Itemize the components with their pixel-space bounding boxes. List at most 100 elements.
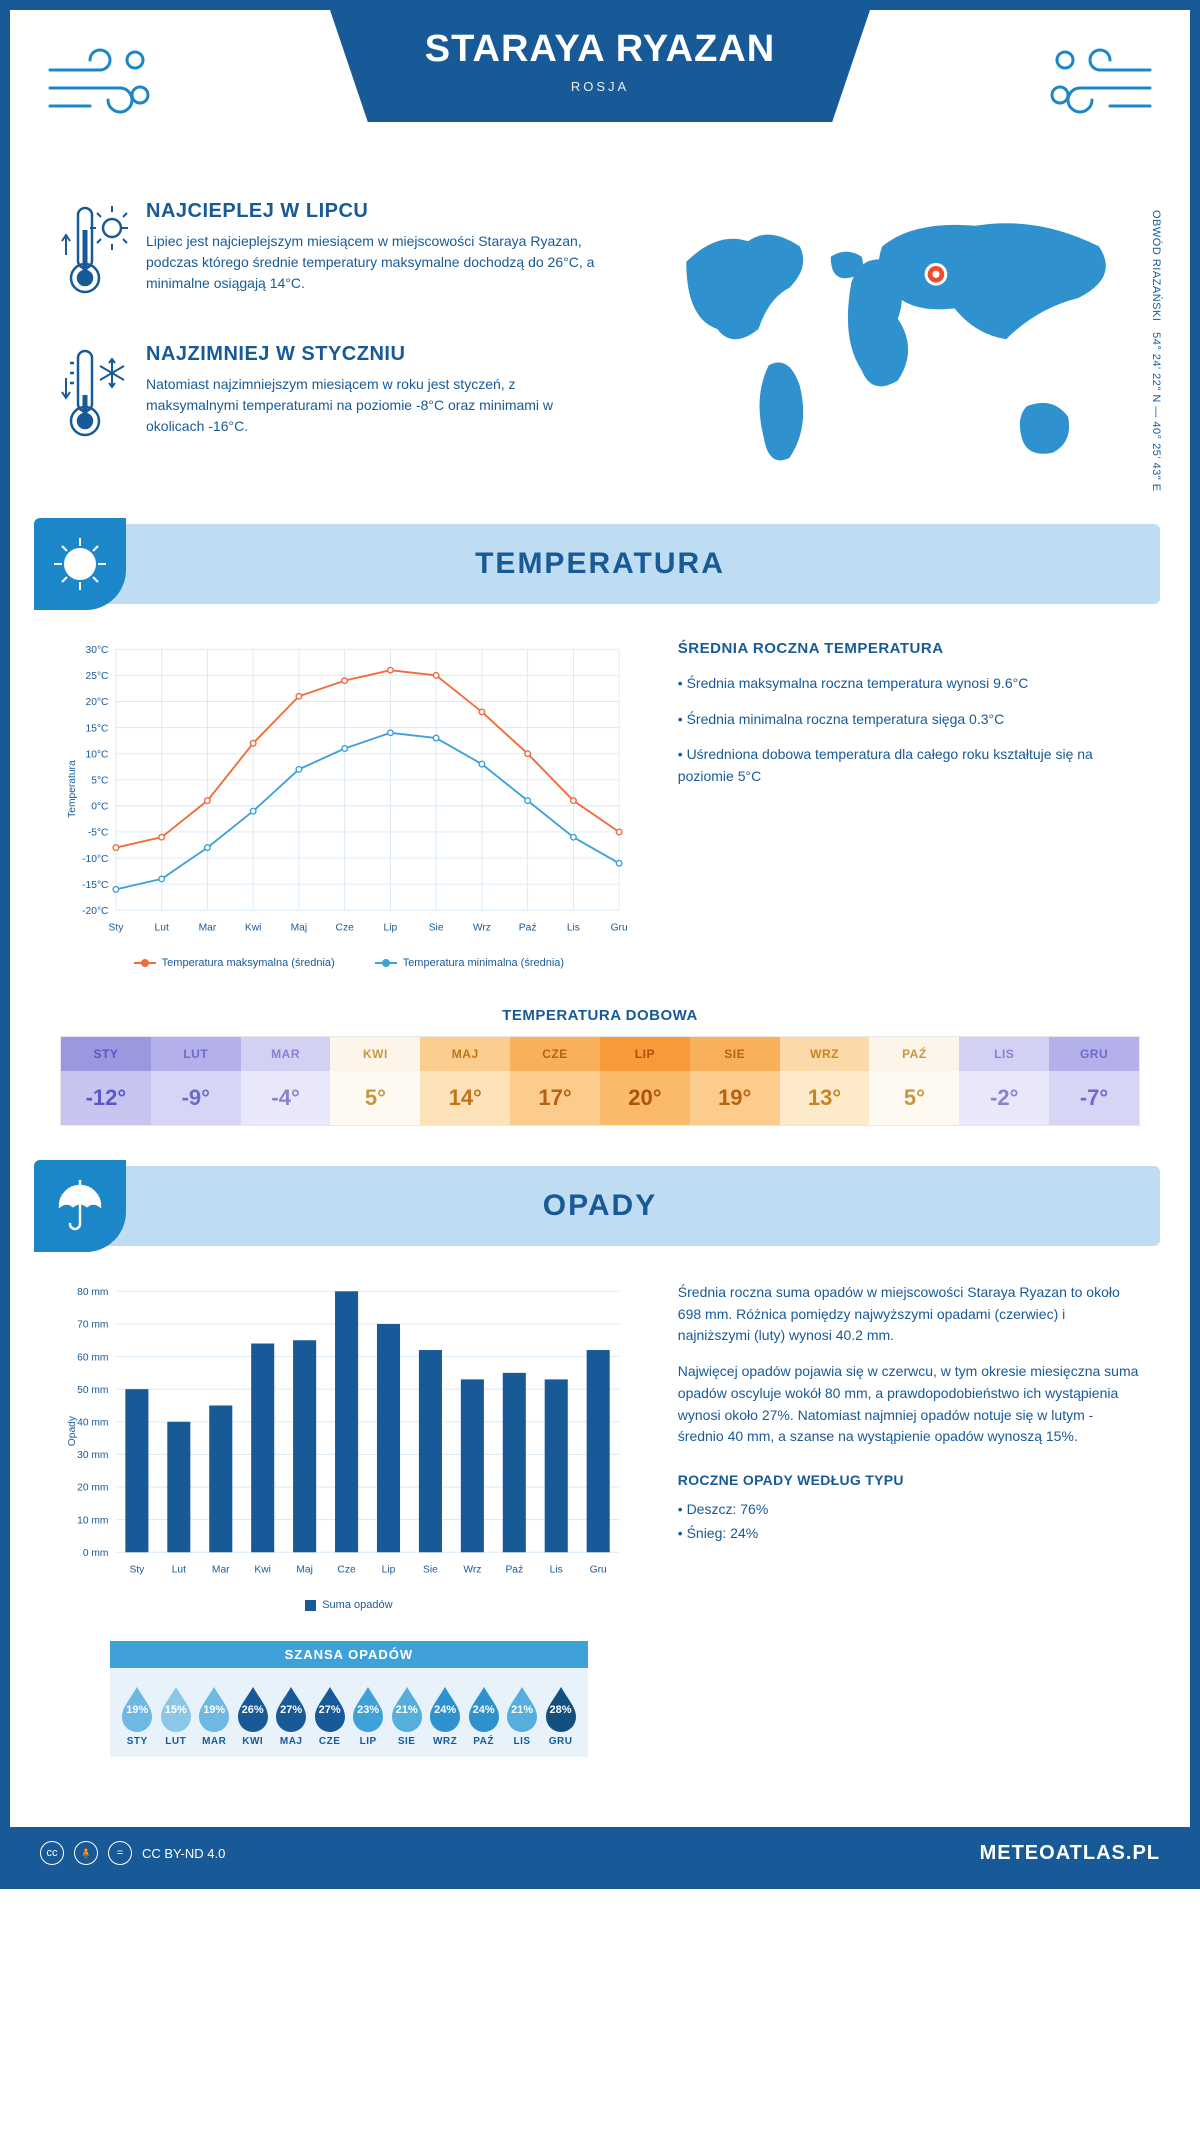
svg-text:Wrz: Wrz xyxy=(463,1565,481,1576)
umbrella-icon xyxy=(34,1160,126,1252)
chance-item: 19% STY xyxy=(118,1684,156,1747)
svg-text:Lip: Lip xyxy=(384,923,398,934)
legend-precip: Suma opadów xyxy=(322,1599,392,1611)
svg-text:30°C: 30°C xyxy=(86,645,110,656)
page: STARAYA RYAZAN ROSJA xyxy=(0,0,1200,1889)
precipitation-chance-table: SZANSA OPADÓW 19% STY 15% LUT 19% MAR 26… xyxy=(110,1641,588,1757)
svg-text:0 mm: 0 mm xyxy=(83,1548,109,1559)
svg-text:25°C: 25°C xyxy=(86,671,110,682)
temp-cell: MAR -4° xyxy=(241,1037,331,1125)
title-banner: STARAYA RYAZAN ROSJA xyxy=(330,10,870,122)
region-label: OBWÓD RIAZAŃSKI xyxy=(1150,210,1162,321)
coldest-title: NAJZIMNIEJ W STYCZNIU xyxy=(146,343,605,366)
svg-text:Sie: Sie xyxy=(423,1565,438,1576)
svg-text:Gru: Gru xyxy=(590,1565,607,1576)
legend-min: Temperatura minimalna (średnia) xyxy=(403,957,564,969)
intro-facts: NAJCIEPLEJ W LIPCU Lipiec jest najcieple… xyxy=(60,200,605,494)
svg-text:Cze: Cze xyxy=(337,1565,356,1576)
temp-cell: MAJ 14° xyxy=(420,1037,510,1125)
chance-item: 23% LIP xyxy=(349,1684,387,1747)
coords-label: 54° 24' 22" N — 40° 25' 43" E xyxy=(1150,332,1162,491)
chance-item: 21% LIS xyxy=(503,1684,541,1747)
cc-icon: cc xyxy=(40,1841,64,1865)
svg-text:20 mm: 20 mm xyxy=(77,1483,108,1494)
svg-text:40 mm: 40 mm xyxy=(77,1418,108,1429)
thermometer-sun-icon xyxy=(60,200,130,315)
svg-text:Lut: Lut xyxy=(172,1565,186,1576)
precipitation-bar-chart: 0 mm10 mm20 mm30 mm40 mm50 mm60 mm70 mm8… xyxy=(60,1282,638,1757)
page-title: STARAYA RYAZAN xyxy=(330,28,870,71)
chance-item: 26% KWI xyxy=(233,1684,271,1747)
svg-text:Lut: Lut xyxy=(155,923,169,934)
temperature-line-chart: -20°C-15°C-10°C-5°C0°C5°C10°C15°C20°C25°… xyxy=(60,640,638,969)
svg-text:-5°C: -5°C xyxy=(88,828,109,839)
svg-text:Gru: Gru xyxy=(611,923,628,934)
svg-text:-15°C: -15°C xyxy=(82,880,109,891)
temp-cell: LIS -2° xyxy=(959,1037,1049,1125)
temperature-banner: TEMPERATURA xyxy=(40,524,1160,604)
temp-cell: STY -12° xyxy=(61,1037,151,1125)
svg-text:Cze: Cze xyxy=(336,923,355,934)
temp-cell: PAŹ 5° xyxy=(869,1037,959,1125)
stats-bullet: • Średnia minimalna roczna temperatura s… xyxy=(678,709,1140,731)
page-subtitle: ROSJA xyxy=(330,79,870,94)
license-block: cc 🧍 = CC BY-ND 4.0 xyxy=(40,1841,225,1865)
precip-para-2: Najwięcej opadów pojawia się w czerwcu, … xyxy=(678,1361,1140,1448)
temp-cell: CZE 17° xyxy=(510,1037,600,1125)
stats-bullet: • Średnia maksymalna roczna temperatura … xyxy=(678,673,1140,695)
daily-temperature-table: STY -12°LUT -9°MAR -4°KWI 5°MAJ 14°CZE 1… xyxy=(60,1036,1140,1126)
svg-text:10 mm: 10 mm xyxy=(77,1515,108,1526)
svg-text:Sie: Sie xyxy=(429,923,444,934)
chance-item: 24% WRZ xyxy=(426,1684,464,1747)
svg-text:10°C: 10°C xyxy=(86,749,110,760)
coldest-body: Natomiast najzimniejszym miesiącem w rok… xyxy=(146,374,605,437)
svg-text:Kwi: Kwi xyxy=(254,1565,271,1576)
precipitation-title: OPADY xyxy=(543,1189,657,1223)
thermometer-snow-icon xyxy=(60,343,130,458)
svg-text:Paź: Paź xyxy=(505,1565,523,1576)
svg-text:Mar: Mar xyxy=(199,923,217,934)
svg-text:50 mm: 50 mm xyxy=(77,1385,108,1396)
precip-type-title: ROCZNE OPADY WEDŁUG TYPU xyxy=(678,1472,1140,1488)
svg-text:0°C: 0°C xyxy=(91,801,109,812)
svg-text:80 mm: 80 mm xyxy=(77,1287,108,1298)
svg-text:Sty: Sty xyxy=(129,1565,145,1576)
svg-text:60 mm: 60 mm xyxy=(77,1352,108,1363)
svg-text:Temperatura: Temperatura xyxy=(67,760,78,818)
svg-text:Lis: Lis xyxy=(567,923,580,934)
temperature-content: -20°C-15°C-10°C-5°C0°C5°C10°C15°C20°C25°… xyxy=(10,604,1190,989)
svg-text:5°C: 5°C xyxy=(91,775,109,786)
wind-icon xyxy=(40,40,160,130)
precipitation-banner: OPADY xyxy=(40,1166,1160,1246)
svg-text:Wrz: Wrz xyxy=(473,923,491,934)
precip-by-type: ROCZNE OPADY WEDŁUG TYPU • Deszcz: 76%• … xyxy=(678,1472,1140,1546)
legend-max: Temperatura maksymalna (średnia) xyxy=(162,957,335,969)
header: STARAYA RYAZAN ROSJA xyxy=(10,10,1190,190)
temp-cell: WRZ 13° xyxy=(780,1037,870,1125)
svg-text:Maj: Maj xyxy=(291,923,308,934)
precip-para-1: Średnia roczna suma opadów w miejscowośc… xyxy=(678,1282,1140,1347)
svg-text:Lip: Lip xyxy=(382,1565,396,1576)
stats-bullet: • Uśredniona dobowa temperatura dla całe… xyxy=(678,744,1140,787)
svg-text:15°C: 15°C xyxy=(86,723,110,734)
chance-item: 27% MAJ xyxy=(272,1684,310,1747)
temp-cell: SIE 19° xyxy=(690,1037,780,1125)
temperature-stats: ŚREDNIA ROCZNA TEMPERATURA • Średnia mak… xyxy=(678,640,1140,969)
stats-title: ŚREDNIA ROCZNA TEMPERATURA xyxy=(678,640,1140,657)
temperature-title: TEMPERATURA xyxy=(475,547,725,581)
chance-item: 28% GRU xyxy=(541,1684,579,1747)
precipitation-text: Średnia roczna suma opadów w miejscowośc… xyxy=(678,1282,1140,1757)
svg-text:20°C: 20°C xyxy=(86,697,110,708)
intro-section: NAJCIEPLEJ W LIPCU Lipiec jest najcieple… xyxy=(10,190,1190,524)
temp-cell: LIP 20° xyxy=(600,1037,690,1125)
chance-item: 19% MAR xyxy=(195,1684,233,1747)
nd-icon: = xyxy=(108,1841,132,1865)
temp-cell: GRU -7° xyxy=(1049,1037,1139,1125)
svg-text:70 mm: 70 mm xyxy=(77,1320,108,1331)
svg-text:-20°C: -20°C xyxy=(82,906,109,917)
svg-text:Kwi: Kwi xyxy=(245,923,262,934)
footer: cc 🧍 = CC BY-ND 4.0 METEOATLAS.PL xyxy=(10,1827,1190,1879)
wind-icon xyxy=(1040,40,1160,130)
world-map: OBWÓD RIAZAŃSKI 54° 24' 22" N — 40° 25' … xyxy=(645,200,1140,494)
svg-text:Opady: Opady xyxy=(67,1415,78,1446)
